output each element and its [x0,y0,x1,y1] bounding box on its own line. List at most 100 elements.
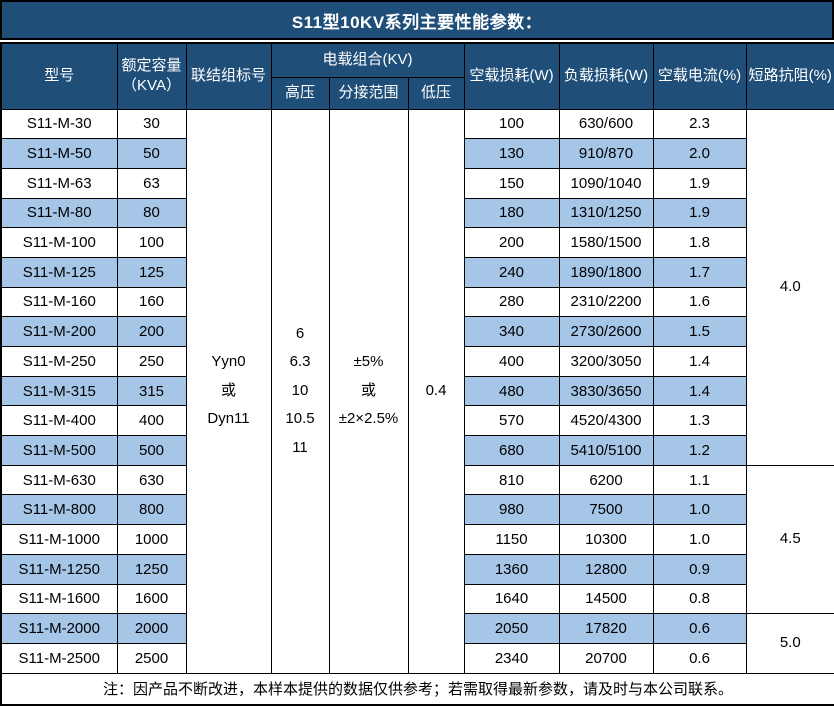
footer-note: 注：因产品不断改进，本样本提供的数据仅供参考；若需取得最新参数，请及时与本公司联… [0,672,834,706]
impedance-cell: 4.5 [745,464,834,615]
impedance-cell: 5.0 [745,613,834,674]
impedance-cell: 4.0 [745,108,834,466]
model-cell: S11-M-100 [0,227,118,258]
no-load-current-cell: 1.4 [652,346,747,377]
model-cell: S11-M-125 [0,256,118,288]
no-load-current-cell: 0.6 [652,642,747,674]
table-row: S11-M-1000 1000 1150 10300 1.0 [0,524,834,555]
load-loss-cell: 1580/1500 [558,227,654,258]
header-voltage-group: 电载组合(KV) [270,42,465,78]
load-loss-cell: 910/870 [558,138,654,169]
model-cell: S11-M-400 [0,405,118,437]
load-loss-cell: 7500 [558,494,654,526]
no-load-loss-cell: 570 [463,405,560,437]
load-loss-cell: 2310/2200 [558,286,654,318]
table-row: S11-M-200 200 340 2730/2600 1.5 [0,316,834,347]
no-load-loss-cell: 130 [463,138,560,169]
no-load-loss-cell: 340 [463,316,560,347]
table-row: S11-M-50 50 130 910/870 2.0 [0,138,834,169]
no-load-current-cell: 1.0 [652,494,747,526]
capacity-cell: 100 [116,227,187,258]
capacity-cell: 80 [116,197,187,229]
capacity-cell: 500 [116,435,187,466]
capacity-cell: 1000 [116,524,187,555]
no-load-current-cell: 2.0 [652,138,747,169]
model-cell: S11-M-2500 [0,642,118,674]
model-cell: S11-M-800 [0,494,118,526]
no-load-current-cell: 1.2 [652,435,747,466]
model-cell: S11-M-250 [0,346,118,377]
table-row: S11-M-800 800 980 7500 1.0 [0,494,834,526]
tap-range-cell: ±5% 或 ±2×2.5% [328,108,409,674]
page-title: S11型10KV系列主要性能参数： [0,0,834,40]
low-voltage-cell: 0.4 [407,108,465,674]
table-row: S11-M-30 30 Yyn0 或 Dyn11 6 6.3 10 10.5 11 ±5… [0,108,834,674]
capacity-cell: 125 [116,256,187,288]
capacity-cell: 2000 [116,613,187,644]
table-row: S11-M-160 160 280 2310/2200 1.6 [0,286,834,318]
model-cell: S11-M-1000 [0,524,118,555]
model-cell: S11-M-1600 [0,583,118,615]
model-cell: S11-M-315 [0,375,118,407]
capacity-cell: 1600 [116,583,187,615]
no-load-current-cell: 1.5 [652,316,747,347]
capacity-cell: 1250 [116,553,187,585]
no-load-current-cell: 1.9 [652,167,747,199]
capacity-cell: 160 [116,286,187,318]
table-header: 型号 额定容量 （KVA） 联结组标号 电载组合(KV) 空载损耗(W) 负载损… [0,42,834,110]
no-load-current-cell: 1.1 [652,464,747,496]
model-cell: S11-M-50 [0,138,118,169]
model-cell: S11-M-200 [0,316,118,347]
table-row: S11-M-125 125 240 1890/1800 1.7 [0,256,834,288]
no-load-current-cell: 1.9 [652,197,747,229]
no-load-current-cell: 1.4 [652,375,747,407]
capacity-cell: 630 [116,464,187,496]
no-load-loss-cell: 240 [463,256,560,288]
no-load-loss-cell: 180 [463,197,560,229]
model-cell: S11-M-630 [0,464,118,496]
load-loss-cell: 17820 [558,613,654,644]
model-cell: S11-M-63 [0,167,118,199]
header-tap-range: 分接范围 [328,76,409,110]
no-load-current-cell: 1.3 [652,405,747,437]
table-row: S11-M-630 630 810 6200 1.1 4.5 [0,464,834,615]
table-row: S11-M-2000 2000 2050 17820 0.6 5.0 [0,613,834,674]
no-load-loss-cell: 2050 [463,613,560,644]
load-loss-cell: 1890/1800 [558,256,654,288]
capacity-cell: 200 [116,316,187,347]
model-cell: S11-M-80 [0,197,118,229]
header-impedance: 短路抗阻(%) [745,42,834,110]
no-load-loss-cell: 400 [463,346,560,377]
high-voltage-cell: 6 6.3 10 10.5 11 [270,108,330,674]
spec-table: 型号 额定容量 （KVA） 联结组标号 电载组合(KV) 空载损耗(W) 负载损… [0,42,834,706]
model-cell: S11-M-2000 [0,613,118,644]
no-load-loss-cell: 680 [463,435,560,466]
no-load-loss-cell: 1640 [463,583,560,615]
header-no-load-current: 空载电流(%) [652,42,747,110]
header-model: 型号 [0,42,118,110]
capacity-cell: 315 [116,375,187,407]
capacity-cell: 2500 [116,642,187,674]
table-row: S11-M-80 80 180 1310/1250 1.9 [0,197,834,229]
load-loss-cell: 1090/1040 [558,167,654,199]
load-loss-cell: 3200/3050 [558,346,654,377]
load-loss-cell: 5410/5100 [558,435,654,466]
no-load-loss-cell: 280 [463,286,560,318]
table-row: S11-M-500 500 680 5410/5100 1.2 [0,435,834,466]
table-row: S11-M-1600 1600 1640 14500 0.8 [0,583,834,615]
load-loss-cell: 2730/2600 [558,316,654,347]
model-cell: S11-M-1250 [0,553,118,585]
table-row: S11-M-250 250 400 3200/3050 1.4 [0,346,834,377]
no-load-current-cell: 0.8 [652,583,747,615]
load-loss-cell: 630/600 [558,108,654,140]
table-row: S11-M-400 400 570 4520/4300 1.3 [0,405,834,437]
header-connection: 联结组标号 [185,42,272,110]
load-loss-cell: 1310/1250 [558,197,654,229]
no-load-current-cell: 2.3 [652,108,747,140]
capacity-cell: 63 [116,167,187,199]
capacity-cell: 250 [116,346,187,377]
capacity-cell: 400 [116,405,187,437]
no-load-loss-cell: 980 [463,494,560,526]
connection-group-cell: Yyn0 或 Dyn11 [185,108,272,674]
